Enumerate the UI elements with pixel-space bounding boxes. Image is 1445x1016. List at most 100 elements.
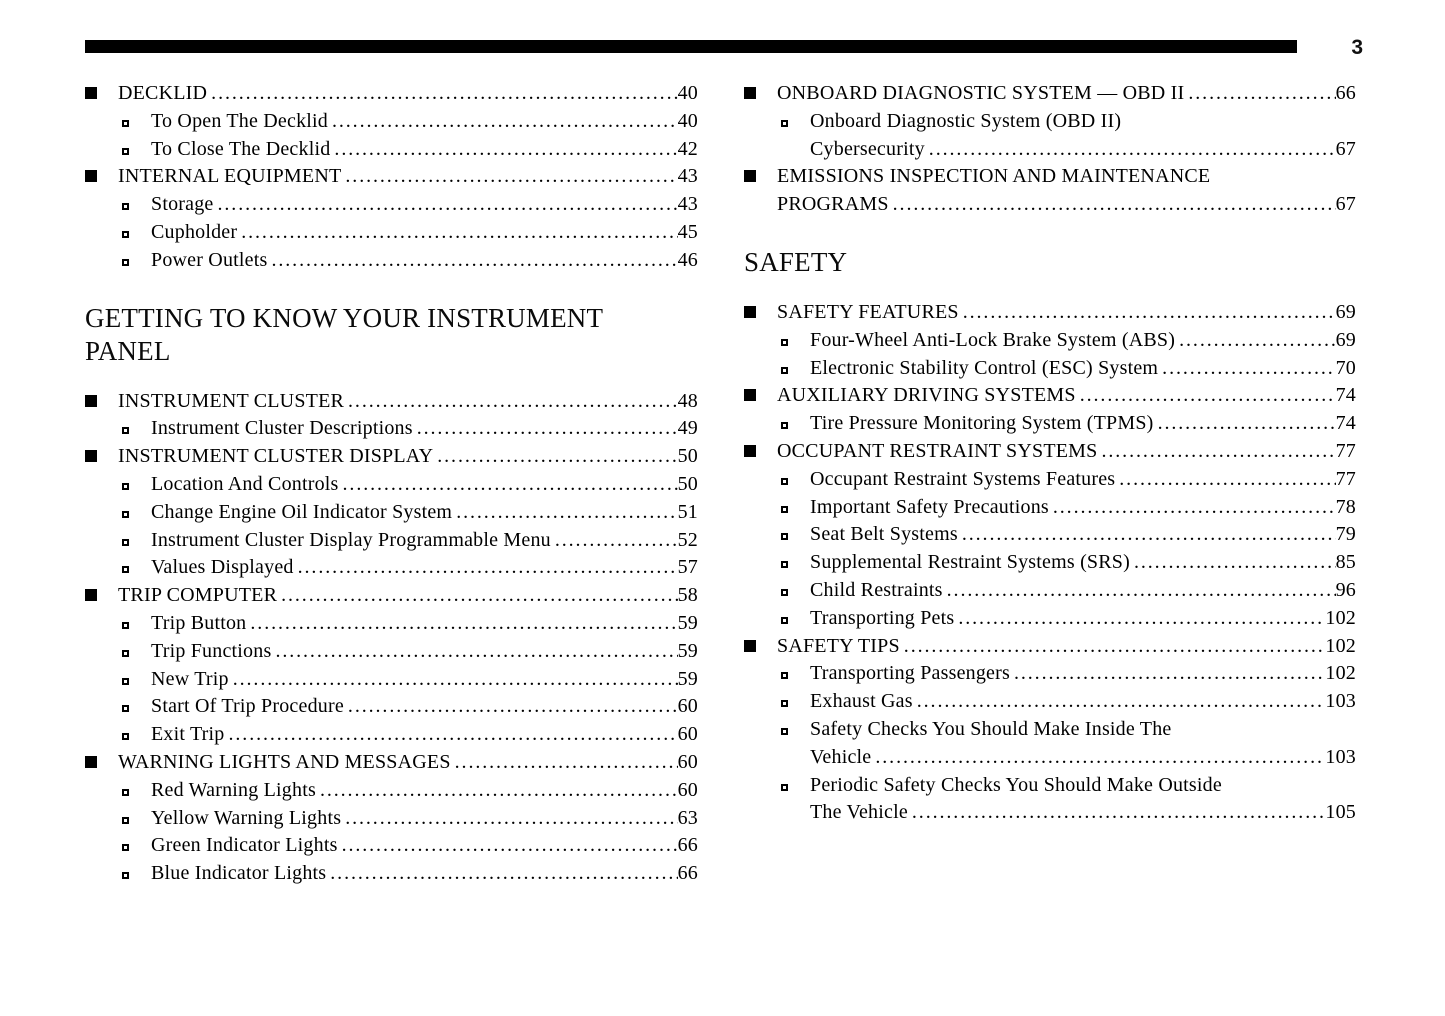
toc-item: Cupholder 45	[85, 219, 698, 247]
open-square-bullet-icon	[781, 422, 788, 430]
toc-item-label: The Vehicle	[810, 801, 908, 824]
toc-item-page: 69	[1335, 328, 1356, 351]
dot-leader	[912, 799, 1325, 827]
section-heading-line: SAFETY	[744, 246, 848, 277]
filled-square-bullet-icon	[85, 755, 97, 768]
bullet-cell	[85, 80, 118, 108]
dot-leader	[1162, 355, 1335, 383]
filled-square-bullet-icon	[744, 170, 756, 183]
toc-item-page: 77	[1335, 467, 1356, 490]
toc-item-body: Yellow Warning Lights 63	[151, 805, 698, 833]
dot-leader	[330, 860, 677, 888]
toc-item-line: Seat Belt Systems 79	[810, 521, 1356, 549]
bullet-cell	[122, 860, 151, 888]
toc-item: Change Engine Oil Indicator System 51	[85, 499, 698, 527]
bullet-cell	[122, 777, 151, 805]
bullet-cell	[744, 299, 777, 327]
toc-item-page: 51	[677, 500, 698, 523]
toc-item-page: 74	[1335, 412, 1356, 435]
toc-item-label: AUXILIARY DRIVING SYSTEMS	[777, 384, 1076, 407]
toc-item-label: Trip Functions	[151, 639, 272, 662]
toc-item-body: Blue Indicator Lights 66	[151, 860, 698, 888]
toc-item: To Close The Decklid 42	[85, 136, 698, 164]
open-square-bullet-icon	[122, 649, 129, 657]
dot-leader	[332, 108, 678, 136]
toc-item-line: INTERNAL EQUIPMENT 43	[118, 163, 698, 191]
toc-item: Start Of Trip Procedure 60	[85, 693, 698, 721]
toc-item-page: 103	[1325, 745, 1356, 768]
toc-section: ONBOARD DIAGNOSTIC SYSTEM — OBD II 66 Onbo…	[744, 80, 1356, 219]
bullet-cell	[85, 163, 118, 191]
dot-leader	[1134, 549, 1336, 577]
toc-item: SAFETY FEATURES 69	[744, 299, 1356, 327]
toc-item-body: TRIP COMPUTER 58	[118, 582, 698, 610]
bullet-cell	[85, 443, 118, 471]
toc-item-body: Electronic Stability Control (ESC) Syste…	[810, 355, 1356, 383]
bullet-cell	[781, 605, 810, 633]
toc-item-page: 67	[1335, 137, 1356, 160]
toc-item: Exit Trip 60	[85, 721, 698, 749]
toc-item-body: EMISSIONS INSPECTION AND MAINTENANCE PROG…	[777, 163, 1356, 219]
toc-item-body: Onboard Diagnostic System (OBD II) Cybers…	[810, 108, 1356, 164]
open-square-bullet-icon	[122, 788, 129, 796]
dot-leader	[229, 721, 678, 749]
toc-item-line: Instrument Cluster Descriptions 49	[151, 415, 698, 443]
open-square-bullet-icon	[781, 727, 788, 735]
dot-leader	[917, 688, 1326, 716]
bullet-cell	[781, 327, 810, 355]
toc-item-label: Yellow Warning Lights	[151, 806, 342, 829]
open-square-bullet-icon	[122, 705, 129, 713]
open-square-bullet-icon	[781, 700, 788, 708]
toc-item-body: Occupant Restraint Systems Features 77	[810, 466, 1356, 494]
toc-item-label: Change Engine Oil Indicator System	[151, 500, 453, 523]
open-square-bullet-icon	[122, 816, 129, 824]
toc-item-label: Instrument Cluster Descriptions	[151, 417, 413, 440]
open-square-bullet-icon	[122, 733, 129, 741]
toc-item: DECKLID 40	[85, 80, 698, 108]
toc-item: Red Warning Lights 60	[85, 777, 698, 805]
toc-item-line: Start Of Trip Procedure 60	[151, 693, 698, 721]
bullet-cell	[744, 633, 777, 661]
toc-item-line: Child Restraints 96	[810, 577, 1356, 605]
toc-item-body: AUXILIARY DRIVING SYSTEMS 74	[777, 382, 1356, 410]
bullet-cell	[122, 415, 151, 443]
dot-leader	[555, 527, 678, 555]
open-square-bullet-icon	[122, 147, 129, 155]
toc-item-page: 59	[677, 667, 698, 690]
toc-item-page: 69	[1335, 300, 1356, 323]
dot-leader	[1080, 382, 1336, 410]
open-square-bullet-icon	[781, 561, 788, 569]
dot-leader	[334, 136, 677, 164]
open-square-bullet-icon	[781, 588, 788, 596]
toc-item-label: Green Indicator Lights	[151, 834, 338, 857]
section-heading: SAFETY	[744, 246, 1356, 279]
dot-leader	[958, 605, 1325, 633]
toc-item-label: Vehicle	[810, 745, 872, 768]
bullet-cell	[781, 521, 810, 549]
bullet-cell	[122, 610, 151, 638]
dot-leader	[275, 638, 677, 666]
toc-item: INSTRUMENT CLUSTER DISPLAY 50	[85, 443, 698, 471]
toc-item: Blue Indicator Lights 66	[85, 860, 698, 888]
toc-item-line: Power Outlets 46	[151, 247, 698, 275]
toc-item-line: INSTRUMENT CLUSTER DISPLAY 50	[118, 443, 698, 471]
toc-item-body: Red Warning Lights 60	[151, 777, 698, 805]
dot-leader	[1101, 438, 1335, 466]
bullet-cell	[744, 438, 777, 466]
page-number: 3	[1351, 36, 1363, 59]
toc-item-label: Important Safety Precautions	[810, 495, 1049, 518]
bullet-cell	[85, 749, 118, 777]
toc-item-body: WARNING LIGHTS AND MESSAGES 60	[118, 749, 698, 777]
toc-item-body: Change Engine Oil Indicator System 51	[151, 499, 698, 527]
toc-item-line: Exhaust Gas 103	[810, 688, 1356, 716]
toc-item-line: Transporting Passengers 102	[810, 660, 1356, 688]
toc-item-line: Red Warning Lights 60	[151, 777, 698, 805]
toc-item: Important Safety Precautions 78	[744, 494, 1356, 522]
toc-item-body: OCCUPANT RESTRAINT SYSTEMS 77	[777, 438, 1356, 466]
bullet-cell	[122, 191, 151, 219]
dot-leader	[1014, 660, 1325, 688]
toc-item-label: Blue Indicator Lights	[151, 862, 327, 885]
toc-item-body: Start Of Trip Procedure 60	[151, 693, 698, 721]
toc-item-label: TRIP COMPUTER	[118, 584, 278, 607]
